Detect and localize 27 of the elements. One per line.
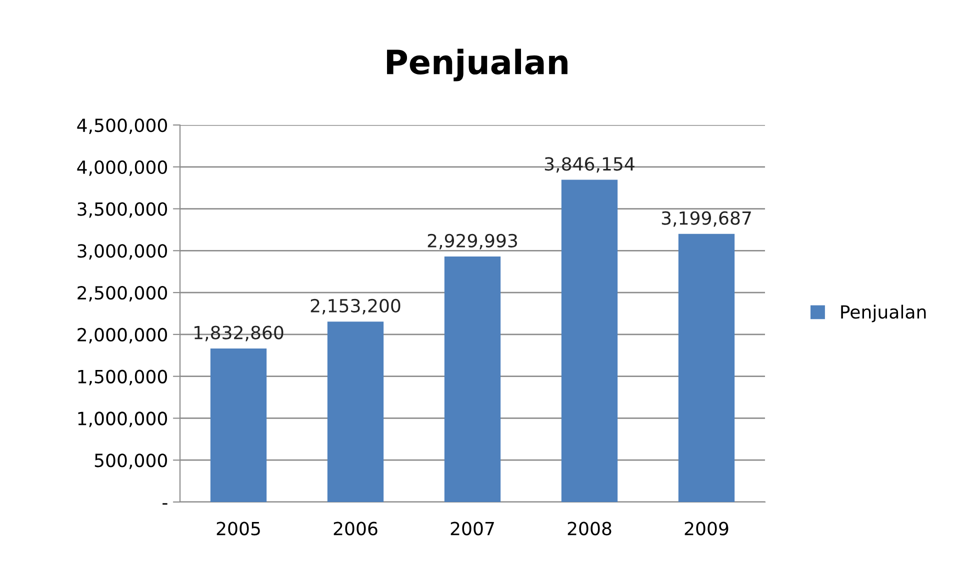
y-tick-label: 3,500,000 xyxy=(78,202,167,218)
y-tick-label: - xyxy=(162,503,168,505)
y-tick-label: 3,000,000 xyxy=(78,244,167,260)
data-label: 1,832,860 xyxy=(194,326,284,342)
y-tick-label: 1,500,000 xyxy=(78,370,167,386)
bar xyxy=(327,322,384,502)
y-tick-label: 2,500,000 xyxy=(78,286,167,302)
legend-label: Penjualan xyxy=(841,304,926,322)
chart-title: Penjualan xyxy=(387,48,568,82)
y-tick-label: 4,500,000 xyxy=(77,118,167,134)
bar xyxy=(444,256,501,502)
data-label: 3,199,687 xyxy=(662,211,751,227)
y-tick-label: 2,000,000 xyxy=(78,328,167,344)
data-label: 2,929,993 xyxy=(428,234,517,250)
x-tick-label: 2007 xyxy=(450,522,494,536)
y-tick-label: 500,000 xyxy=(94,454,167,470)
x-tick-label: 2005 xyxy=(216,522,260,536)
x-tick-label: 2008 xyxy=(568,522,612,536)
x-tick-label: 2006 xyxy=(334,522,378,536)
bar xyxy=(561,180,618,502)
y-tick-label: 1,000,000 xyxy=(78,412,167,428)
data-label: 2,153,200 xyxy=(310,298,400,314)
bar xyxy=(678,234,735,502)
data-label: 3,846,154 xyxy=(544,157,634,173)
x-tick-label: 2009 xyxy=(684,522,728,536)
y-tick-label: 4,000,000 xyxy=(77,160,167,176)
bar xyxy=(210,348,267,502)
